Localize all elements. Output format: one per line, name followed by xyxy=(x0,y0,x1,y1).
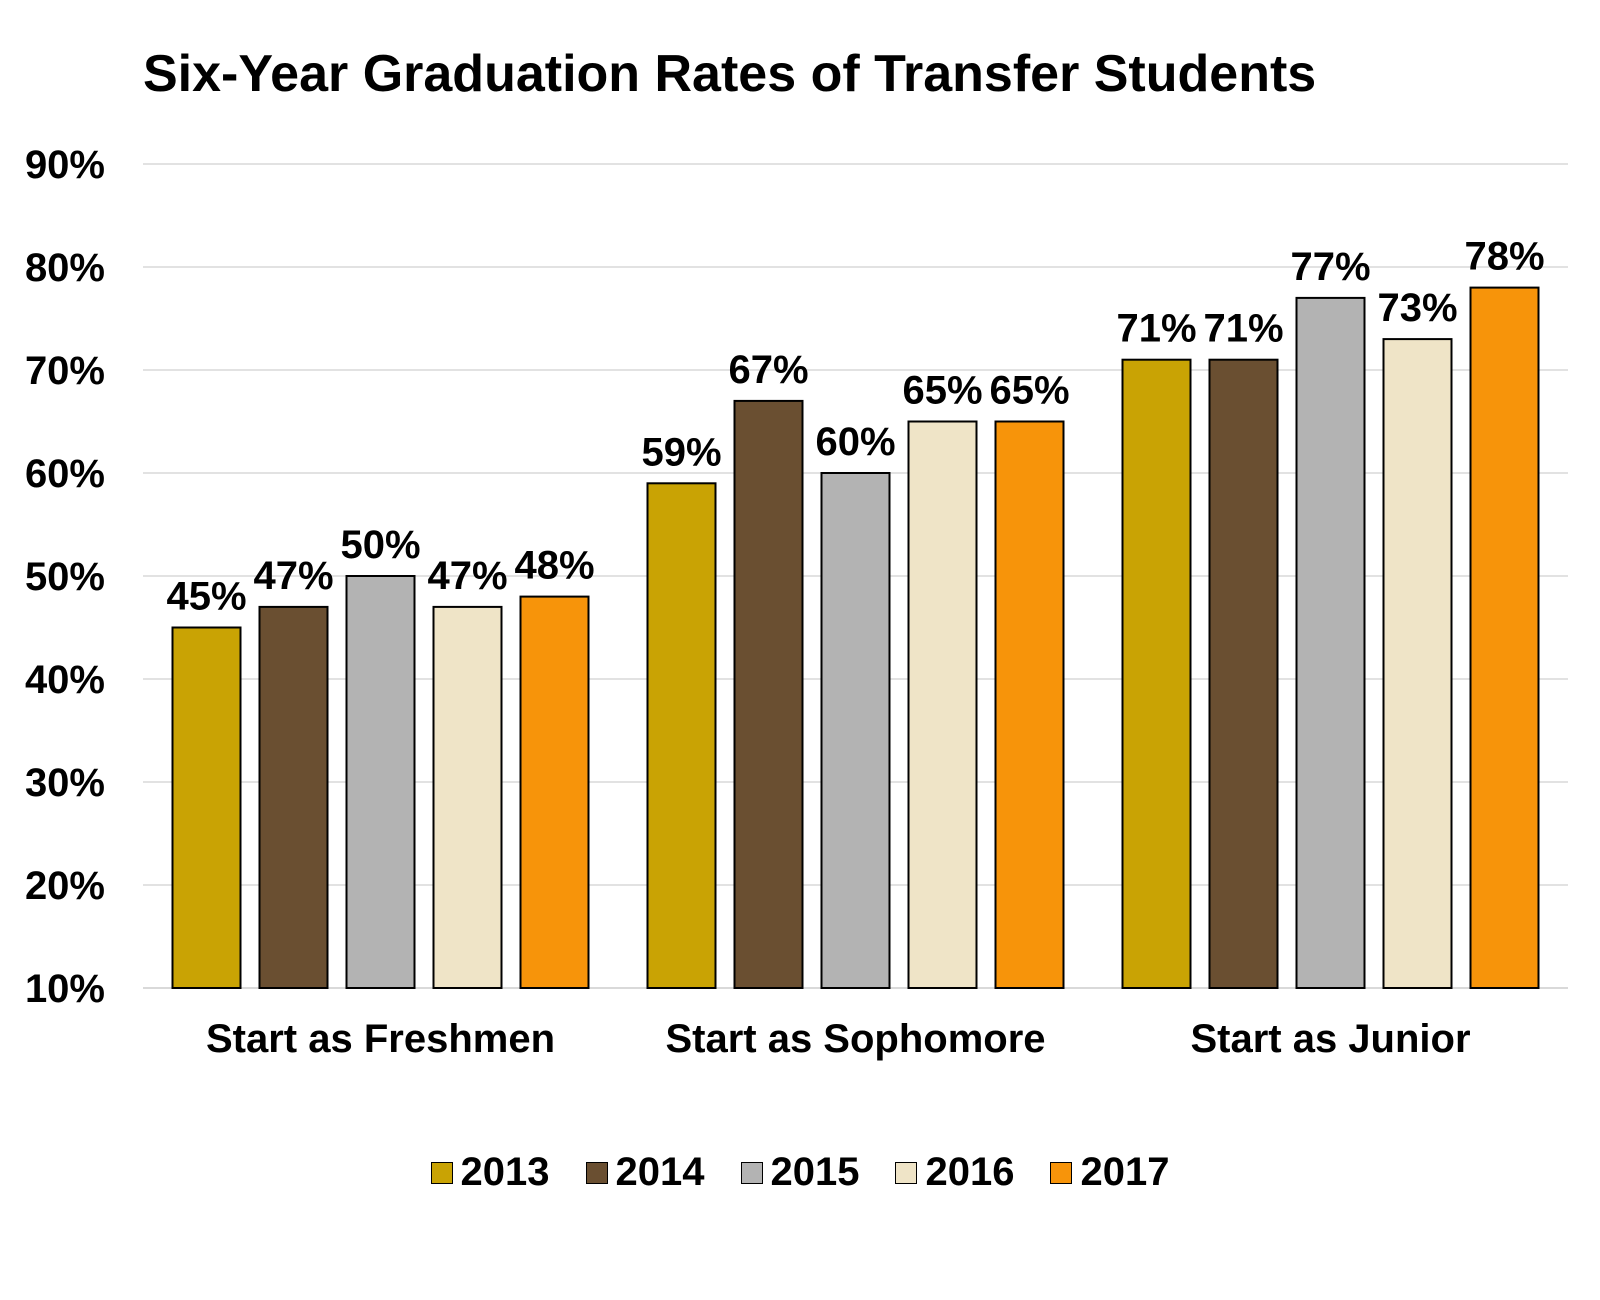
y-tick-label: 40% xyxy=(25,658,105,702)
y-tick-label: 50% xyxy=(25,555,105,599)
y-tick-label: 80% xyxy=(25,246,105,290)
y-tick-label: 70% xyxy=(25,349,105,393)
data-label: 48% xyxy=(514,544,594,588)
legend-swatch xyxy=(740,1161,763,1184)
bar-2013 xyxy=(1121,358,1192,989)
legend-label: 2016 xyxy=(925,1150,1015,1194)
x-tick-label: Start as Sophomore xyxy=(665,1017,1045,1061)
legend-swatch xyxy=(585,1161,608,1184)
legend-swatch xyxy=(430,1161,453,1184)
bar-2015 xyxy=(345,575,416,989)
chart-title: Six-Year Graduation Rates of Transfer St… xyxy=(143,45,1317,103)
legend-label: 2014 xyxy=(615,1150,705,1194)
data-label: 78% xyxy=(1464,235,1544,279)
y-tick-label: 90% xyxy=(25,143,105,187)
bar-2015 xyxy=(1295,296,1366,989)
legend-swatch xyxy=(895,1161,918,1184)
bar-2017 xyxy=(519,595,590,989)
bars xyxy=(171,286,1540,990)
data-labels: 45% 47%50%47% 48%59%67%60%65% 65%71% 71%77%7… xyxy=(166,235,1544,619)
data-label: 65% xyxy=(989,369,1069,413)
bar-2014 xyxy=(258,605,329,990)
data-label: 77% xyxy=(1290,245,1370,289)
x-axis: Start as Freshmen Start as Sophomore Start… xyxy=(206,1017,1471,1061)
data-label: 71% xyxy=(1116,307,1196,351)
legend-item-2015: 2015 xyxy=(740,1150,860,1195)
legend-label: 2013 xyxy=(460,1150,550,1194)
legend-item-2014: 2014 xyxy=(585,1150,705,1195)
y-tick-label: 60% xyxy=(25,452,105,496)
bar-2016 xyxy=(432,605,503,990)
y-tick-label: 30% xyxy=(25,761,105,805)
data-label: 45% xyxy=(166,575,246,619)
legend-item-2016: 2016 xyxy=(895,1150,1014,1195)
data-label: 47% xyxy=(427,554,507,598)
x-tick-label: Start as Junior xyxy=(1190,1017,1470,1061)
legend-label: 2017 xyxy=(1080,1150,1170,1194)
data-label: 60% xyxy=(815,420,895,464)
legend-item-2013: 2013 xyxy=(430,1150,550,1195)
data-label: 67% xyxy=(728,348,808,392)
bar-2017 xyxy=(994,420,1065,989)
bar-2014 xyxy=(733,399,804,989)
bar-2013 xyxy=(171,626,242,989)
legend: 2013 2014 2015 2016 2017 xyxy=(0,1150,1600,1195)
y-axis: 10% 20% 30% 40% 50% 60% 70% 80% 90% xyxy=(25,143,105,1011)
x-tick-label: Start as Freshmen xyxy=(206,1017,555,1061)
data-label: 71% xyxy=(1203,307,1283,351)
legend-swatch xyxy=(1050,1161,1073,1184)
bar-2017 xyxy=(1469,286,1540,990)
bar-2014 xyxy=(1208,358,1279,989)
y-tick-label: 10% xyxy=(25,967,105,1011)
bar-2016 xyxy=(907,420,978,989)
legend-label: 2015 xyxy=(770,1150,860,1194)
data-label: 47% xyxy=(253,554,333,598)
legend-item-2017: 2017 xyxy=(1050,1150,1169,1195)
data-label: 65% xyxy=(902,369,982,413)
bar-2013 xyxy=(646,482,717,989)
bar-2016 xyxy=(1382,338,1453,990)
y-tick-label: 20% xyxy=(25,864,105,908)
data-label: 50% xyxy=(340,523,420,567)
bar-2015 xyxy=(820,472,891,989)
data-label: 73% xyxy=(1377,286,1457,330)
data-label: 59% xyxy=(641,430,721,474)
